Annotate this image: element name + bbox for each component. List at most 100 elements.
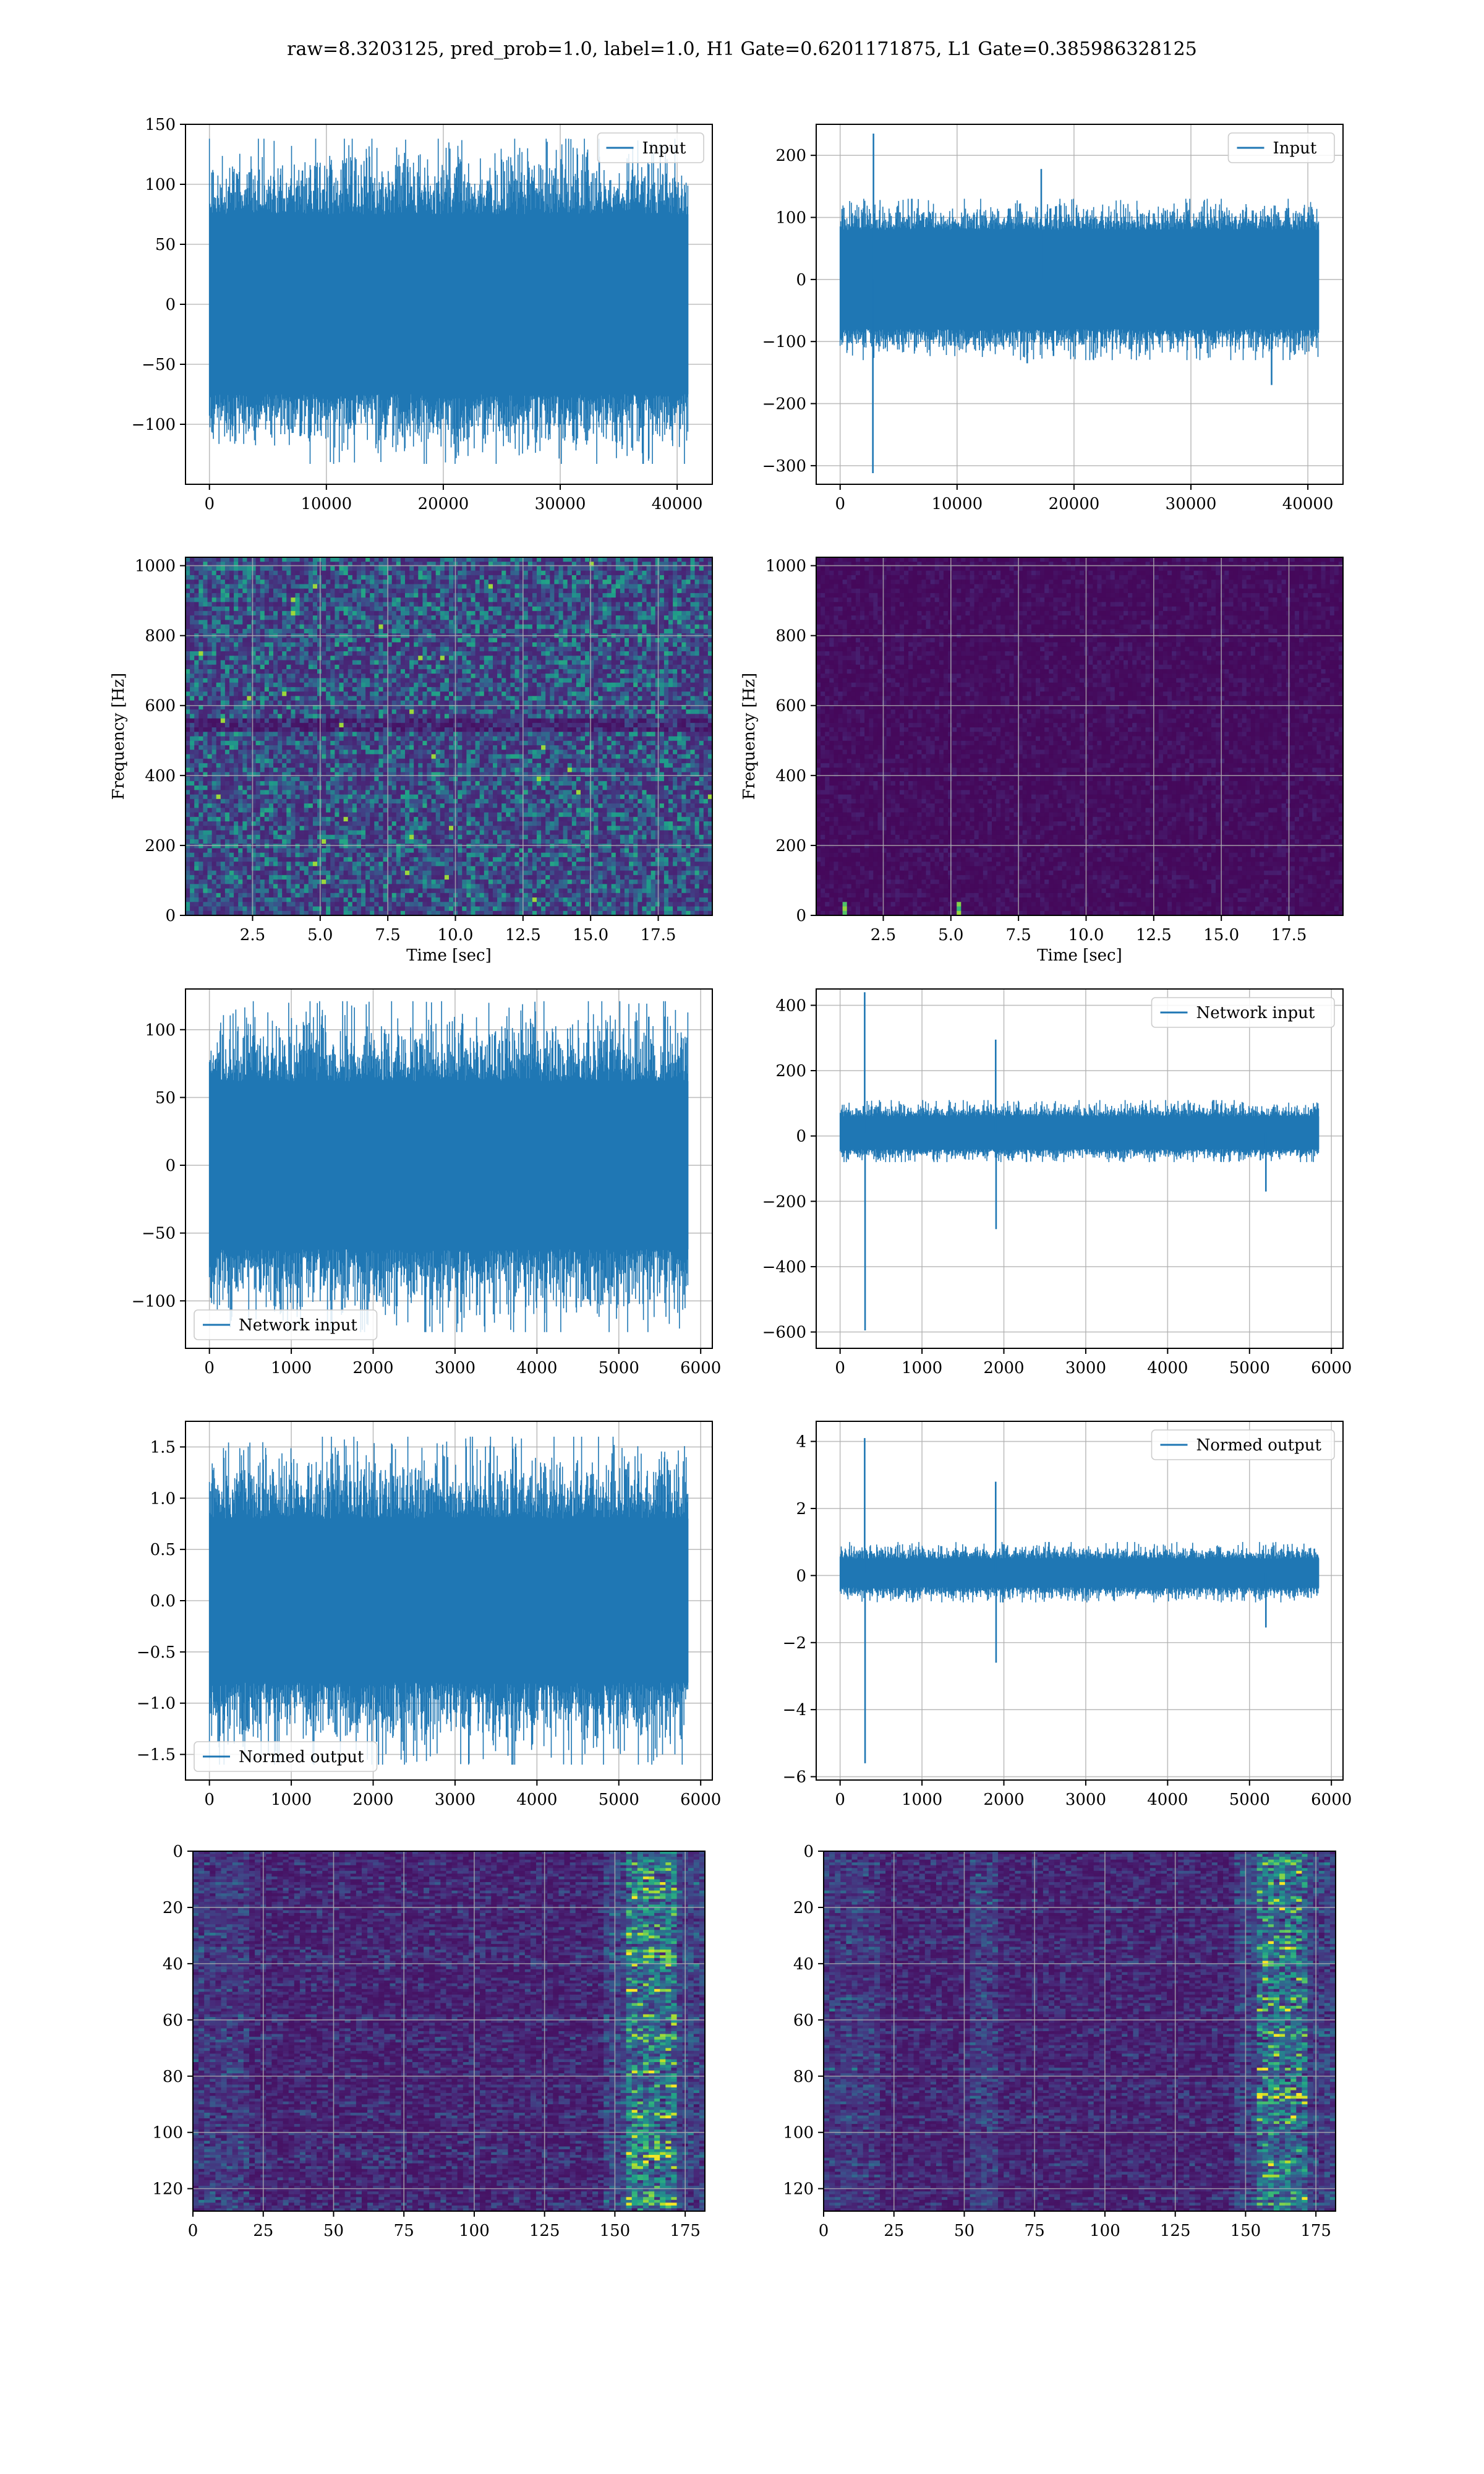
heatmap-cell (620, 678, 625, 683)
heatmap-cell (194, 557, 199, 562)
heatmap-cell (681, 642, 686, 648)
heatmap-cell (510, 562, 516, 567)
heatmap-cell (370, 691, 375, 696)
heatmap-cell (642, 562, 647, 567)
heatmap-cell (207, 610, 213, 616)
heatmap-cell (247, 736, 252, 742)
heatmap-cell (484, 562, 489, 567)
heatmap-cell (322, 606, 326, 612)
heatmap-cell (361, 732, 366, 737)
heatmap-cell (348, 588, 353, 594)
heatmap-cell (594, 674, 599, 679)
heatmap-cell (607, 718, 612, 724)
heatmap-cell (444, 557, 450, 562)
heatmap-cell (422, 602, 428, 607)
heatmap-cell (295, 638, 301, 643)
heatmap-cell (620, 709, 625, 714)
heatmap-cell (493, 570, 498, 576)
heatmap-cell (541, 660, 546, 666)
heatmap-cell (247, 714, 252, 719)
heatmap-cell (330, 718, 335, 724)
heatmap-cell (471, 727, 476, 732)
heatmap-cell (471, 718, 476, 724)
heatmap-cell (308, 660, 313, 666)
heatmap-cell (255, 714, 261, 719)
heatmap-cell (629, 602, 634, 607)
heatmap-cell (625, 714, 629, 719)
heatmap-cell (488, 597, 493, 602)
heatmap-cell (190, 566, 195, 571)
heatmap-cell (308, 727, 313, 732)
heatmap-cell (383, 575, 388, 580)
heatmap-cell (286, 593, 291, 598)
heatmap-cell (400, 584, 406, 589)
heatmap-cell (501, 557, 506, 562)
heatmap-cell (216, 651, 221, 656)
heatmap-cell (537, 736, 542, 742)
heatmap-cell (251, 664, 257, 670)
heatmap-cell (571, 593, 577, 598)
heatmap-cell (514, 678, 520, 683)
heatmap-cell (348, 570, 353, 576)
heatmap-cell (273, 593, 278, 598)
heatmap-cell (409, 709, 414, 714)
heatmap-cell (396, 656, 401, 661)
heatmap-cell (449, 610, 454, 616)
heatmap-cell (211, 557, 217, 562)
heatmap-cell (440, 620, 445, 625)
heatmap-cell (663, 678, 669, 683)
heatmap-cell (299, 687, 305, 692)
heatmap-cell (611, 646, 616, 652)
heatmap-cell (343, 664, 349, 670)
heatmap-cell (607, 642, 612, 648)
heatmap-cell (681, 624, 686, 630)
heatmap-cell (207, 642, 213, 648)
heatmap-cell (352, 651, 357, 656)
heatmap-cell (343, 660, 349, 666)
heatmap-cell (387, 570, 393, 576)
heatmap-cell (602, 656, 608, 661)
heatmap-cell (378, 606, 384, 612)
heatmap-cell (422, 580, 428, 585)
heatmap-cell (286, 656, 291, 661)
heatmap-cell (673, 624, 678, 630)
heatmap-cell (238, 727, 243, 732)
heatmap-cell (545, 602, 550, 607)
heatmap-cell (278, 570, 283, 576)
heatmap-cell (211, 575, 217, 580)
heatmap-cell (567, 624, 573, 630)
heatmap-cell (326, 736, 331, 742)
heatmap-cell (594, 588, 599, 594)
heatmap-cell (488, 722, 493, 728)
heatmap-cell (282, 669, 287, 674)
heatmap-cell (633, 557, 638, 562)
heatmap-cell (242, 722, 247, 728)
heatmap-cell (519, 557, 524, 562)
heatmap-cell (330, 584, 335, 589)
heatmap-cell (427, 691, 432, 696)
heatmap-cell (352, 566, 357, 571)
heatmap-cell (365, 722, 370, 728)
heatmap-cell (194, 584, 199, 589)
heatmap-cell (216, 674, 221, 679)
heatmap-cell (207, 664, 213, 670)
heatmap-cell (607, 610, 612, 616)
heatmap-cell (690, 624, 696, 630)
heatmap-cell (501, 615, 506, 620)
heatmap-cell (207, 709, 213, 714)
heatmap-cell (567, 714, 573, 719)
heatmap-cell (598, 628, 603, 634)
heatmap-cell (431, 704, 437, 710)
heatmap-cell (699, 646, 704, 652)
heatmap-cell (497, 615, 502, 620)
heatmap-cell (479, 628, 485, 634)
heatmap-cell (571, 557, 577, 562)
heatmap-cell (198, 709, 203, 714)
heatmap-cell (418, 610, 423, 616)
heatmap-cell (409, 628, 414, 634)
heatmap-cell (405, 704, 410, 710)
heatmap-cell (527, 727, 533, 732)
heatmap-cell (348, 615, 353, 620)
heatmap-cell (370, 700, 375, 706)
heatmap-cell (278, 718, 283, 724)
